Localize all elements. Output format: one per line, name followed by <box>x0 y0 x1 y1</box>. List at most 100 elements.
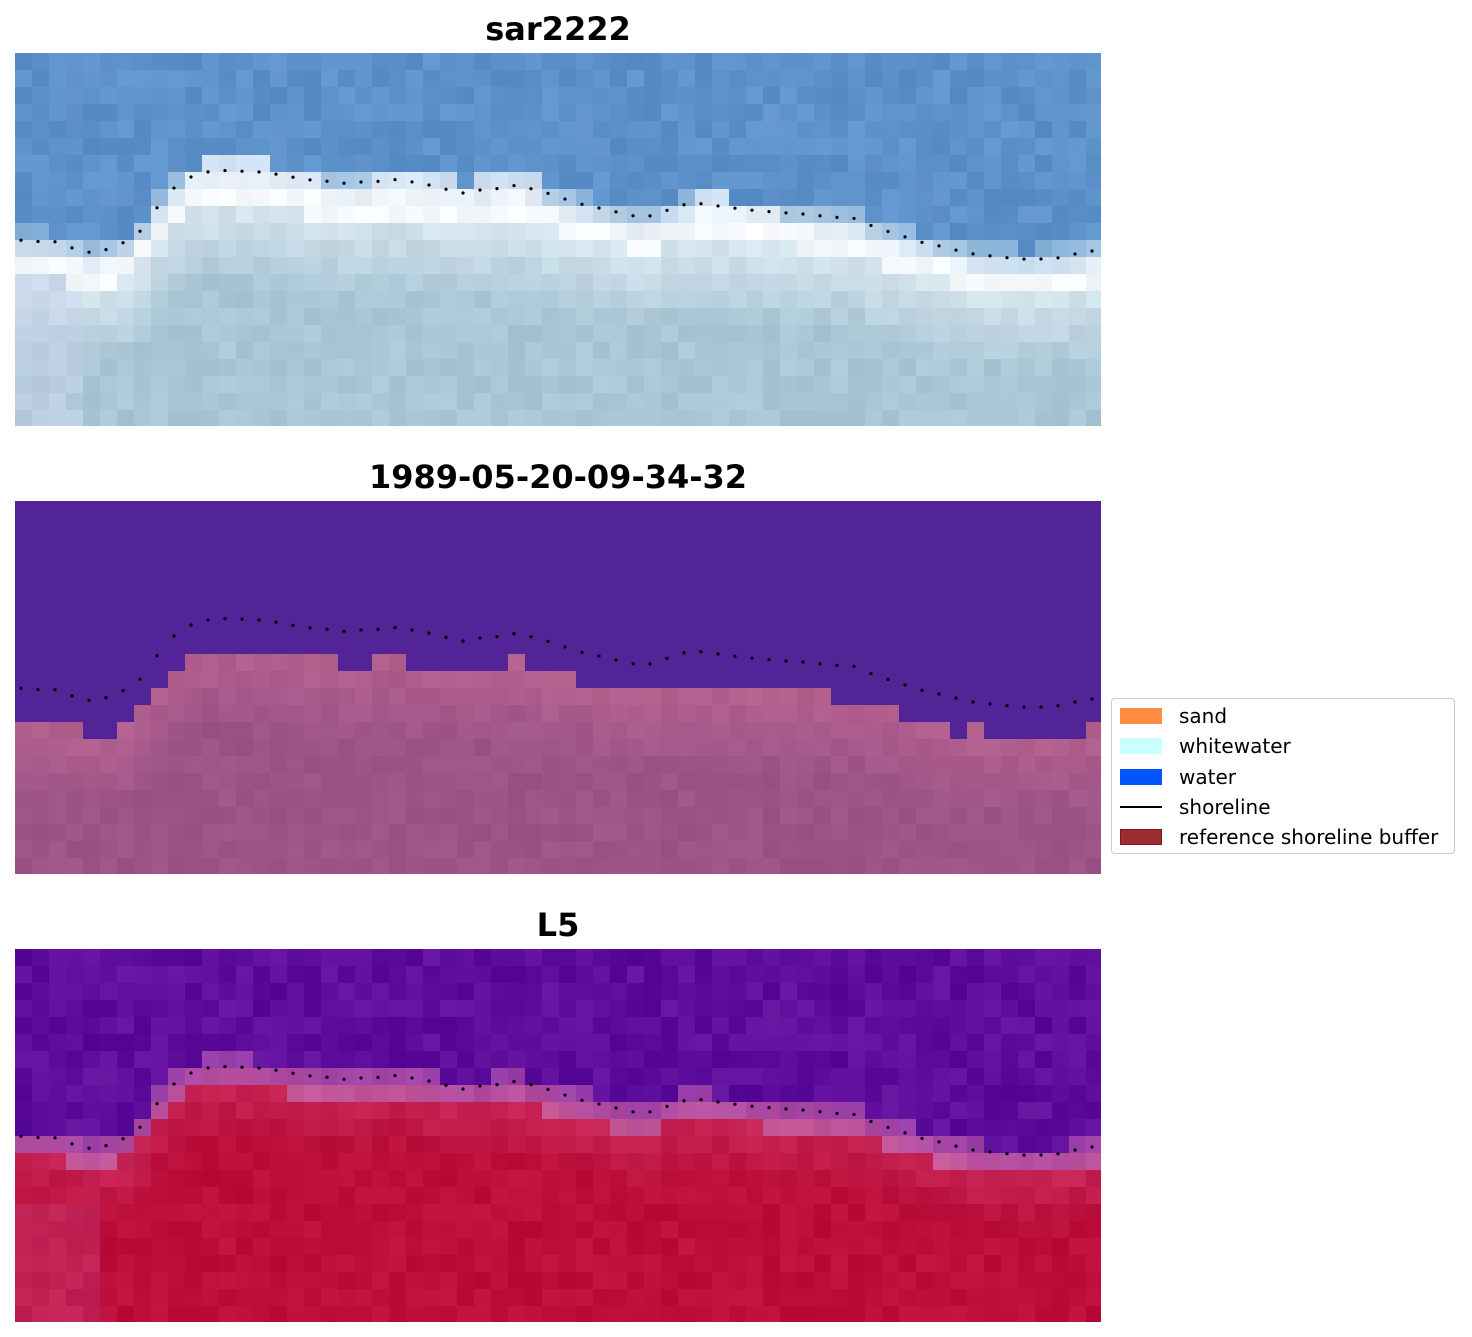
shoreline-dot <box>529 187 533 191</box>
shoreline-dot <box>648 1110 652 1114</box>
shoreline-dot <box>1039 705 1043 709</box>
shoreline-dot <box>988 1150 992 1154</box>
shoreline-dot <box>172 1082 176 1086</box>
shoreline-dot <box>733 1102 737 1106</box>
legend-label-sand: sand <box>1179 704 1228 728</box>
shoreline-dot <box>665 656 669 660</box>
shoreline-dot <box>733 206 737 210</box>
sand-swatch <box>1120 708 1162 724</box>
shoreline-dot <box>818 1110 822 1114</box>
shoreline-dot <box>614 210 618 214</box>
shoreline-dot <box>903 1131 907 1135</box>
shoreline-dot <box>138 677 142 681</box>
shoreline-dot <box>733 654 737 658</box>
shoreline-dot <box>1090 249 1094 253</box>
shoreline-dot <box>155 206 159 210</box>
shoreline-dot <box>801 212 805 216</box>
shoreline-dot <box>189 175 193 179</box>
shoreline-dot <box>1073 1148 1077 1152</box>
shoreline-dot <box>1022 1153 1026 1157</box>
shoreline-dot <box>478 636 482 640</box>
shoreline-dot <box>104 696 108 700</box>
shoreline-dot <box>988 702 992 706</box>
shoreline-dot <box>308 1074 312 1078</box>
shoreline-dot <box>53 1136 57 1140</box>
shoreline-dot <box>563 1093 567 1097</box>
l5-index-image <box>15 949 1101 1322</box>
shoreline-dot <box>580 202 584 206</box>
panel-title-l5: L5 <box>536 906 580 944</box>
shoreline-dot <box>750 208 754 212</box>
shoreline-dot <box>665 1104 669 1108</box>
whitewater-swatch <box>1120 738 1162 754</box>
legend-item-reference-buffer: reference shoreline buffer <box>1120 824 1438 850</box>
shoreline-dot <box>631 662 635 666</box>
shoreline-dot <box>937 692 941 696</box>
legend-item-sand: sand <box>1120 703 1227 729</box>
shoreline-dot <box>1056 256 1060 260</box>
shoreline-dot <box>87 1146 91 1150</box>
shoreline-dot <box>478 188 482 192</box>
shoreline-dot <box>359 628 363 632</box>
shoreline-dot <box>461 1087 465 1091</box>
shoreline-dot <box>784 659 788 663</box>
shoreline-dot <box>427 183 431 187</box>
shoreline-dot <box>257 170 261 174</box>
shoreline-dot <box>274 620 278 624</box>
shoreline-dot <box>291 1071 295 1075</box>
shoreline-dot <box>172 186 176 190</box>
shoreline-dot <box>529 635 533 639</box>
classified-image-panel <box>15 501 1101 874</box>
shoreline-dot <box>920 1136 924 1140</box>
shoreline-dot <box>461 639 465 643</box>
shoreline-dot <box>631 214 635 218</box>
shoreline-dot <box>121 689 125 693</box>
shoreline-dot <box>274 1068 278 1072</box>
shoreline-dot <box>784 211 788 215</box>
shoreline-dot <box>988 254 992 258</box>
shoreline-dot <box>1056 1152 1060 1156</box>
shoreline-dot <box>308 626 312 630</box>
shoreline-dot <box>308 178 312 182</box>
classified-image <box>15 501 1101 874</box>
shoreline-dot <box>971 700 975 704</box>
shoreline-dot <box>155 654 159 658</box>
shoreline-dot <box>971 252 975 256</box>
shoreline-dot <box>631 1110 635 1114</box>
shoreline-dot <box>87 698 91 702</box>
legend-item-whitewater: whitewater <box>1120 733 1291 759</box>
shoreline-dot <box>291 175 295 179</box>
shoreline-dot <box>903 683 907 687</box>
shoreline-dot <box>70 246 74 250</box>
shoreline-dot <box>1056 704 1060 708</box>
shoreline-dot <box>427 631 431 635</box>
shoreline-dot <box>869 1119 873 1124</box>
shoreline-dot <box>903 235 907 239</box>
shoreline-dot <box>716 204 720 208</box>
shoreline-dot <box>767 1106 771 1110</box>
legend-label-reference-buffer: reference shoreline buffer <box>1179 825 1439 849</box>
legend-item-shoreline: shoreline <box>1120 794 1271 820</box>
shoreline-dot <box>512 184 516 188</box>
shoreline-dot <box>563 197 567 201</box>
shoreline-dot <box>1005 1152 1009 1156</box>
shoreline-dot <box>393 626 397 630</box>
shoreline-dot <box>682 1099 686 1103</box>
shoreline-dot <box>444 1083 448 1087</box>
shoreline-dot <box>886 1125 890 1130</box>
shoreline-dot <box>53 240 57 244</box>
shoreline-dot <box>1090 1145 1094 1149</box>
shoreline-dot <box>393 178 397 182</box>
shoreline-dot <box>257 618 261 622</box>
shoreline-dot <box>70 1142 74 1146</box>
shoreline-dot <box>886 677 890 682</box>
shoreline-dot <box>427 1079 431 1083</box>
shoreline-dot <box>580 650 584 654</box>
shoreline-dot <box>138 1125 142 1129</box>
shoreline-dot <box>1005 256 1009 260</box>
shoreline-dot <box>478 1084 482 1088</box>
shoreline-dot <box>495 635 499 639</box>
shoreline-dot <box>597 654 601 658</box>
shoreline-dot <box>1039 1153 1043 1157</box>
shoreline-dot <box>342 1077 346 1081</box>
